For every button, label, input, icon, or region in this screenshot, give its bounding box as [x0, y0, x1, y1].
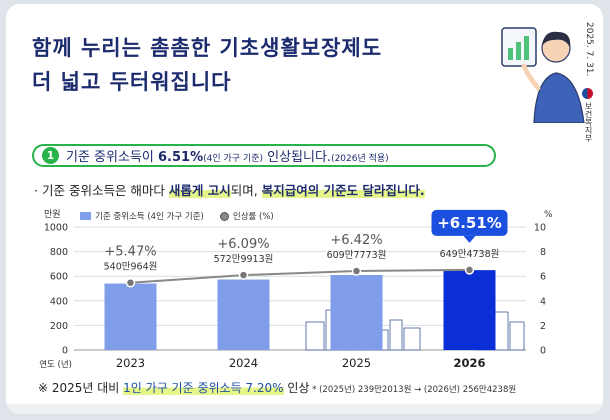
x-tick-label: 2023	[116, 356, 145, 370]
note-detail: * (2025년) 239만2013원 → (2026년) 256만4238원	[309, 385, 517, 395]
note-suffix: 인상	[283, 381, 310, 395]
rate-point	[238, 270, 249, 280]
rate-line	[130, 268, 470, 284]
city-building	[305, 321, 325, 351]
subtitle-highlight1: 새롭게 고시	[168, 183, 231, 198]
y-right-tick-label: 8	[540, 247, 546, 258]
city-building	[389, 319, 403, 351]
rate-label: +6.42%	[330, 233, 382, 248]
income-label: 540만964원	[104, 262, 158, 273]
highlight-text-post: 인상됩니다.	[262, 150, 332, 165]
person-with-chart-illustration	[501, 27, 585, 123]
rate-label: +6.09%	[217, 237, 269, 252]
y-right-unit: %	[544, 210, 553, 220]
x-tick-label: 2026	[453, 356, 485, 370]
y-left-tick-label: 0	[62, 346, 68, 357]
y-right-tick-label: 6	[540, 272, 546, 283]
bottom-strip	[6, 404, 603, 414]
rate-label: +6.51%	[437, 214, 502, 232]
y-right-tick-label: 2	[540, 321, 546, 332]
legend-bar-swatch	[80, 212, 91, 220]
bar-2024	[217, 279, 270, 350]
subtitle: · 기준 중위소득은 해마다 새롭게 고시되며, 복지급여의 기준도 달라집니다…	[34, 180, 425, 199]
chart-legend: 기준 중위소득 (4인 가구 기준) 인상률 (%)	[80, 210, 274, 222]
y-left-tick-label: 1000	[44, 223, 68, 234]
bar-2026	[443, 270, 496, 350]
subtitle-part3: 되며,	[230, 183, 262, 198]
rate-point	[464, 265, 475, 275]
y-left-tick-label: 200	[50, 321, 68, 332]
x-tick-label: 2025	[342, 356, 371, 370]
city-building	[509, 321, 525, 351]
rate-label: +5.47%	[104, 245, 156, 260]
y-left-tick-label: 600	[50, 272, 68, 283]
highlight-text-pre: 기준 중위소득이	[66, 150, 158, 165]
legend-dot-swatch	[219, 211, 229, 221]
income-label: 572만9913원	[214, 254, 274, 265]
government-seal-icon	[582, 88, 593, 99]
y-left-unit: 만원	[44, 209, 61, 220]
rate-badge-pointer	[463, 235, 476, 243]
bullet: ·	[34, 183, 38, 198]
page-title-line2: 더 넓고 두터워집니다	[32, 70, 232, 94]
x-axis-prefix: 연도 (년)	[39, 359, 72, 370]
number-badge: 1	[42, 147, 59, 164]
y-left-tick-label: 400	[50, 296, 68, 307]
footnote: ※ 2025년 대비 1인 가구 기준 중위소득 7.20% 인상 * (202…	[38, 379, 516, 396]
y-right-tick-label: 4	[540, 296, 546, 307]
income-label: 609만7773원	[327, 250, 387, 261]
income-label: 649만4738원	[440, 249, 500, 260]
legend-label-rate: 인상률 (%)	[232, 212, 274, 222]
ministry-label: 보건복지부	[584, 102, 593, 142]
city-building	[403, 327, 421, 351]
y-right-tick-label: 10	[534, 223, 546, 234]
highlight-tail: (2026년 적용)	[331, 154, 389, 164]
highlight-percent: 6.51%	[158, 150, 204, 165]
y-left-tick-label: 800	[50, 247, 68, 258]
highlight-small: (4인 가구 기준)	[203, 154, 263, 164]
note-prefix: ※ 2025년 대비	[38, 381, 124, 395]
rate-point	[125, 277, 136, 288]
note-highlight: 1인 가구 기준 중위소득 7.20%	[123, 381, 284, 395]
x-tick-label: 2024	[229, 356, 258, 370]
rate-point	[351, 266, 362, 276]
infographic-card: 함께 누리는 촘촘한 기초생활보장제도 더 넓고 두터워집니다 2025. 7.…	[6, 4, 603, 414]
date-label: 2025. 7. 31.	[584, 22, 594, 77]
y-right-tick-label: 0	[540, 346, 546, 357]
page-title-line1: 함께 누리는 촘촘한 기초생활보장제도	[32, 36, 383, 60]
bar-2023	[104, 283, 157, 350]
subtitle-highlight2: 복지급여의 기준도 달라집니다.	[261, 183, 425, 198]
legend-label-income: 기준 중위소득 (4인 가구 기준)	[95, 212, 204, 222]
rate-badge-highlight	[431, 209, 508, 236]
highlight-text: 기준 중위소득이 6.51%(4인 가구 기준) 인상됩니다.(2026년 적용…	[66, 146, 389, 165]
bar-2025	[330, 274, 383, 350]
subtitle-part1: 기준 중위소득은 해마다	[41, 183, 169, 198]
highlight-pill: 1 기준 중위소득이 6.51%(4인 가구 기준) 인상됩니다.(2026년 …	[32, 144, 496, 167]
